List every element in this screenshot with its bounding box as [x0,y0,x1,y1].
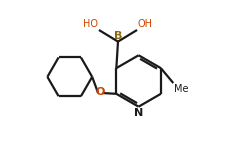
Text: OH: OH [138,19,153,29]
Text: B: B [114,31,122,41]
Text: Me: Me [174,84,188,93]
Text: HO: HO [83,19,98,29]
Text: O: O [96,88,105,97]
Text: N: N [134,108,143,118]
